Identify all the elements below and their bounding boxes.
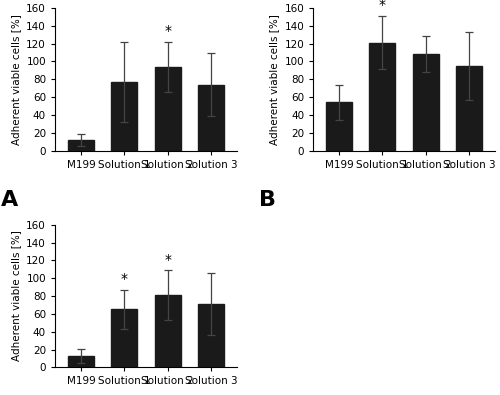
Text: *: * (379, 0, 386, 12)
Bar (326, 102, 352, 150)
Bar (198, 304, 224, 367)
Y-axis label: Adherent viable cells [%]: Adherent viable cells [%] (269, 14, 279, 145)
Bar (154, 67, 180, 150)
Bar (68, 140, 94, 150)
Y-axis label: Adherent viable cells [%]: Adherent viable cells [%] (10, 231, 20, 361)
Bar (456, 66, 482, 150)
Text: A: A (0, 190, 18, 211)
Text: *: * (164, 24, 171, 38)
Bar (198, 85, 224, 150)
Bar (154, 295, 180, 367)
Text: *: * (121, 272, 128, 286)
Bar (112, 309, 138, 367)
Bar (112, 82, 138, 150)
Bar (68, 356, 94, 367)
Text: B: B (258, 190, 276, 211)
Text: *: * (164, 253, 171, 267)
Bar (412, 54, 438, 150)
Y-axis label: Adherent viable cells [%]: Adherent viable cells [%] (10, 14, 20, 145)
Bar (370, 43, 396, 150)
